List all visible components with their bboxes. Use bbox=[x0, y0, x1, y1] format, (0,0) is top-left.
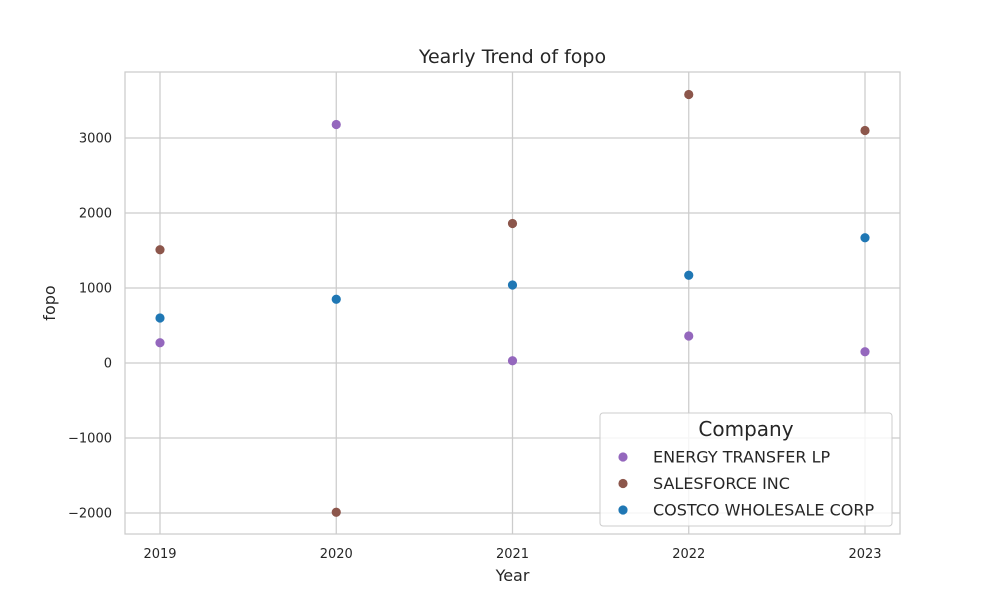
data-point bbox=[331, 119, 341, 130]
data-point bbox=[155, 245, 165, 255]
legend: Company ENERGY TRANSFER LP SALESFORCE INC… bbox=[599, 412, 893, 527]
y-tick-label: 2000 bbox=[79, 207, 112, 222]
legend-label: COSTCO WHOLESALE CORP bbox=[653, 501, 874, 520]
x-tick-labels: 2019 2020 2021 2022 2023 bbox=[143, 547, 881, 562]
data-point bbox=[155, 313, 165, 323]
data-point bbox=[155, 338, 165, 348]
y-tick-label: −2000 bbox=[68, 507, 112, 522]
data-point bbox=[507, 356, 518, 366]
legend-marker bbox=[618, 505, 628, 515]
data-point bbox=[507, 280, 518, 290]
data-point bbox=[860, 347, 870, 357]
data-point bbox=[860, 233, 870, 243]
x-tick-label: 2021 bbox=[496, 547, 529, 562]
x-tick-label: 2022 bbox=[672, 547, 705, 562]
y-axis-label: fopo bbox=[40, 285, 59, 320]
data-point bbox=[684, 89, 694, 100]
data-point bbox=[684, 331, 694, 341]
x-tick-label: 2023 bbox=[848, 547, 881, 562]
chart-title: Yearly Trend of fopo bbox=[418, 46, 606, 68]
x-tick-label: 2020 bbox=[320, 547, 353, 562]
legend-entries: ENERGY TRANSFER LP SALESFORCE INC COSTCO W… bbox=[618, 448, 874, 520]
data-point bbox=[684, 270, 694, 280]
legend-title: Company bbox=[698, 417, 793, 441]
y-tick-label: 1000 bbox=[79, 282, 112, 297]
x-axis-label: Year bbox=[495, 566, 530, 585]
legend-label: ENERGY TRANSFER LP bbox=[653, 448, 831, 467]
data-point bbox=[331, 294, 341, 304]
data-point bbox=[507, 218, 518, 229]
data-points bbox=[155, 89, 870, 517]
legend-marker bbox=[618, 452, 628, 462]
legend-box bbox=[599, 412, 893, 527]
y-tick-label: 0 bbox=[104, 357, 112, 372]
y-tick-label: 3000 bbox=[79, 132, 112, 147]
legend-label: SALESFORCE INC bbox=[653, 474, 790, 493]
y-tick-labels: −2000 −1000 0 1000 2000 3000 bbox=[68, 132, 112, 522]
x-tick-label: 2019 bbox=[143, 547, 176, 562]
data-point bbox=[860, 125, 870, 136]
plot-frame bbox=[124, 71, 901, 535]
data-point bbox=[331, 507, 341, 517]
y-tick-label: −1000 bbox=[68, 432, 112, 447]
legend-marker bbox=[618, 478, 628, 489]
